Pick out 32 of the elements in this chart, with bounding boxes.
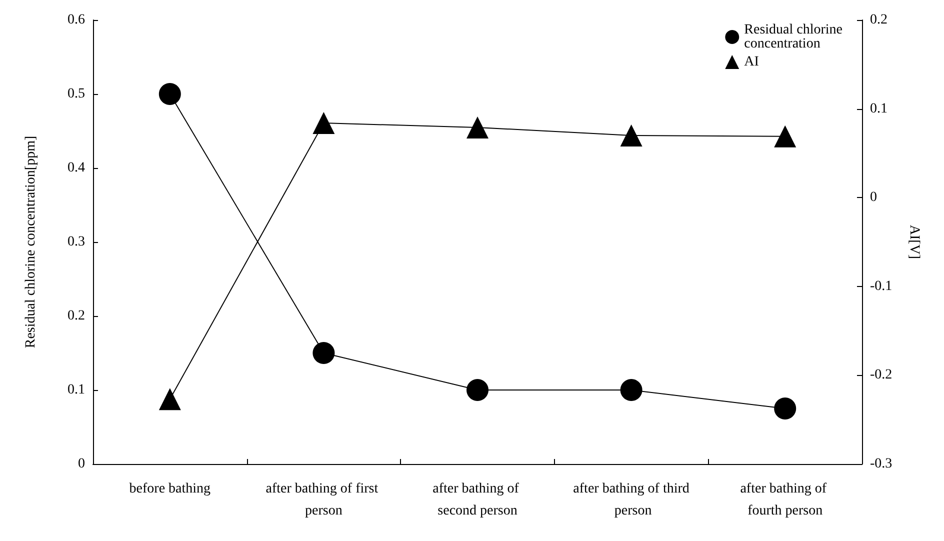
y-tick-label: 0.6: [68, 12, 85, 28]
y-tick-label: 0.3: [68, 234, 85, 250]
point: [466, 379, 488, 401]
y2-tick-label: 0.1: [870, 101, 888, 116]
y-tick-label: 0.2: [68, 308, 85, 324]
point: [620, 124, 642, 146]
y-tick-label: 0.5: [68, 86, 85, 102]
legend-label: AI: [744, 54, 760, 70]
point: [620, 379, 642, 401]
point: [158, 388, 181, 410]
y2-tick-label: 0.2: [870, 12, 888, 28]
y2-tick-label: -0.2: [870, 368, 892, 383]
point: [774, 398, 796, 420]
x-tick-label: after bathing of second person: [432, 482, 522, 518]
y2-tick-label: 0: [870, 190, 877, 206]
y2-tick-label: -0.3: [870, 456, 892, 472]
y-tick-label: 0.1: [68, 382, 85, 398]
point: [312, 112, 335, 134]
y-tick-label: 0: [78, 456, 85, 472]
point: [312, 342, 335, 364]
point: [466, 116, 488, 138]
y-tick-label: 0.4: [68, 160, 85, 176]
x-tick-label: before bathing: [129, 482, 211, 496]
legend-label: Residual chlorine concentration: [744, 22, 846, 52]
x-tick-label: after bathing of fourth person: [740, 482, 830, 518]
y2-axis-title: AI[V]: [906, 224, 922, 260]
point: [774, 125, 796, 148]
x-tick-label: after bathing of first person: [266, 482, 382, 518]
x-tick-label: after bathing of third person: [573, 482, 690, 518]
y2-tick-label: -0.1: [870, 278, 892, 294]
y-axis-title: Residual chlorine concentration[ppm]: [24, 136, 38, 348]
point: [158, 83, 181, 105]
